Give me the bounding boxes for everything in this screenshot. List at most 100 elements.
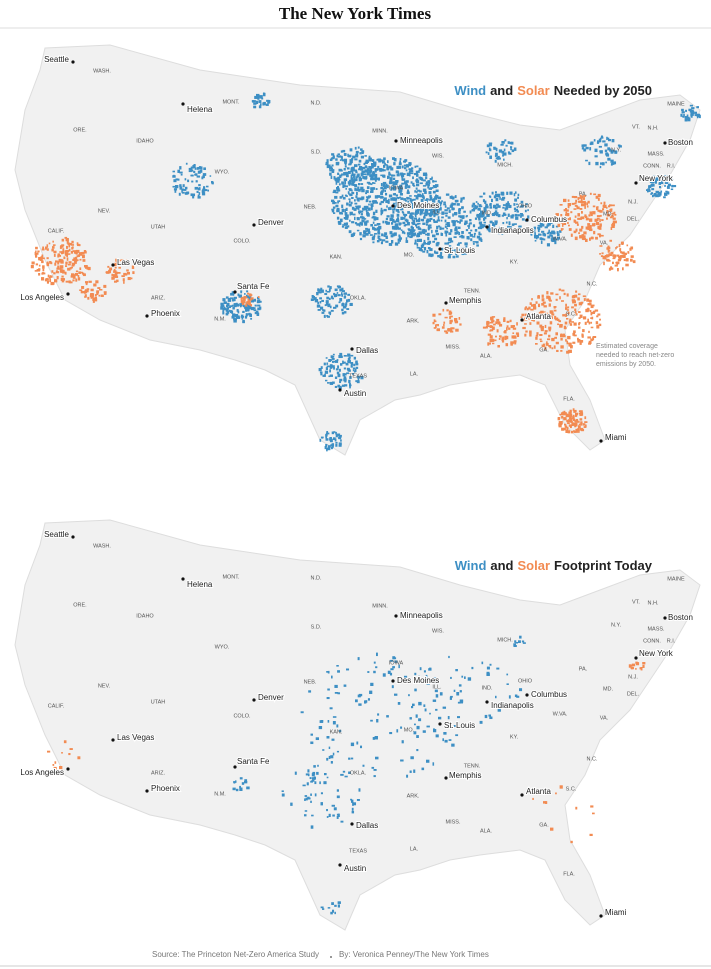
land-patch xyxy=(541,298,545,302)
land-patch xyxy=(417,210,420,214)
land-patch xyxy=(565,413,569,418)
land-patch xyxy=(225,308,229,312)
land-patch xyxy=(364,222,368,226)
land-patch xyxy=(489,663,492,666)
land-patch xyxy=(329,438,333,441)
land-patch xyxy=(363,173,367,176)
land-patch xyxy=(653,193,656,197)
land-patch xyxy=(443,732,447,735)
land-patch xyxy=(507,151,511,154)
land-patch xyxy=(304,795,308,797)
land-patch xyxy=(561,412,565,416)
land-patch xyxy=(547,338,551,341)
land-patch xyxy=(439,692,443,696)
land-patch xyxy=(597,313,601,316)
land-patch xyxy=(40,256,43,259)
land-patch xyxy=(439,254,442,258)
land-patch xyxy=(349,148,353,152)
land-patch xyxy=(361,151,364,155)
land-patch xyxy=(495,212,499,215)
land-patch xyxy=(412,176,414,180)
land-patch xyxy=(331,902,334,906)
land-patch xyxy=(599,245,603,247)
land-patch xyxy=(425,233,429,236)
land-patch xyxy=(85,267,88,269)
land-patch xyxy=(506,191,509,195)
land-patch xyxy=(689,109,692,112)
land-patch xyxy=(409,163,412,167)
land-patch xyxy=(489,204,491,206)
land-patch xyxy=(353,175,355,179)
land-patch xyxy=(66,240,69,244)
city-label: New York xyxy=(639,174,674,183)
land-patch xyxy=(346,222,348,225)
land-patch xyxy=(68,248,71,252)
land-patch xyxy=(304,810,308,812)
city-label: Miami xyxy=(605,908,627,917)
land-patch xyxy=(587,318,589,323)
land-patch xyxy=(560,214,563,217)
land-patch xyxy=(325,379,328,382)
land-patch xyxy=(194,186,199,190)
land-patch xyxy=(385,240,389,243)
land-patch xyxy=(606,136,608,141)
land-patch xyxy=(612,254,616,257)
land-patch xyxy=(330,175,333,179)
land-patch xyxy=(475,241,479,244)
land-patch xyxy=(329,369,332,373)
land-patch xyxy=(398,187,402,190)
land-patch xyxy=(244,293,246,295)
land-patch xyxy=(403,160,406,163)
land-patch xyxy=(72,258,76,262)
land-patch xyxy=(435,229,437,233)
state-label: OKLA. xyxy=(350,770,367,776)
land-patch xyxy=(532,797,534,800)
land-patch xyxy=(396,729,399,733)
state-label: WYO. xyxy=(215,644,230,650)
land-patch xyxy=(527,315,531,319)
land-patch xyxy=(684,116,688,119)
land-patch xyxy=(414,242,417,245)
land-patch xyxy=(489,338,493,343)
land-patch xyxy=(573,322,577,326)
land-patch xyxy=(433,209,438,212)
land-patch xyxy=(395,170,399,174)
land-patch xyxy=(317,301,320,305)
land-patch xyxy=(425,181,429,185)
land-patch xyxy=(357,197,361,200)
land-patch xyxy=(362,176,365,179)
land-patch xyxy=(532,318,535,322)
state-label: DEL. xyxy=(627,216,640,222)
land-patch xyxy=(651,188,655,191)
land-patch xyxy=(370,224,373,227)
land-patch xyxy=(300,711,304,714)
land-patch xyxy=(366,213,370,217)
land-patch xyxy=(480,214,484,218)
land-patch xyxy=(320,802,323,806)
land-patch xyxy=(325,433,328,437)
land-patch xyxy=(399,192,403,196)
land-patch xyxy=(573,330,576,334)
land-patch xyxy=(584,214,587,218)
land-patch xyxy=(398,227,401,230)
land-patch xyxy=(333,212,336,214)
land-patch xyxy=(415,179,418,182)
land-patch xyxy=(349,200,351,203)
land-patch xyxy=(517,214,520,217)
land-patch xyxy=(392,219,395,223)
masthead[interactable]: The New York Times xyxy=(279,4,432,23)
state-label: MD. xyxy=(603,211,614,217)
land-patch xyxy=(379,238,382,241)
land-patch xyxy=(399,196,402,199)
land-patch xyxy=(497,157,501,160)
land-patch xyxy=(343,178,348,182)
land-patch xyxy=(560,337,563,341)
land-patch xyxy=(562,314,566,317)
land-patch xyxy=(428,253,431,257)
land-patch xyxy=(331,153,335,156)
state-label: IND. xyxy=(482,210,493,216)
land-patch xyxy=(254,304,257,307)
land-patch xyxy=(344,162,348,164)
land-patch xyxy=(518,640,521,644)
